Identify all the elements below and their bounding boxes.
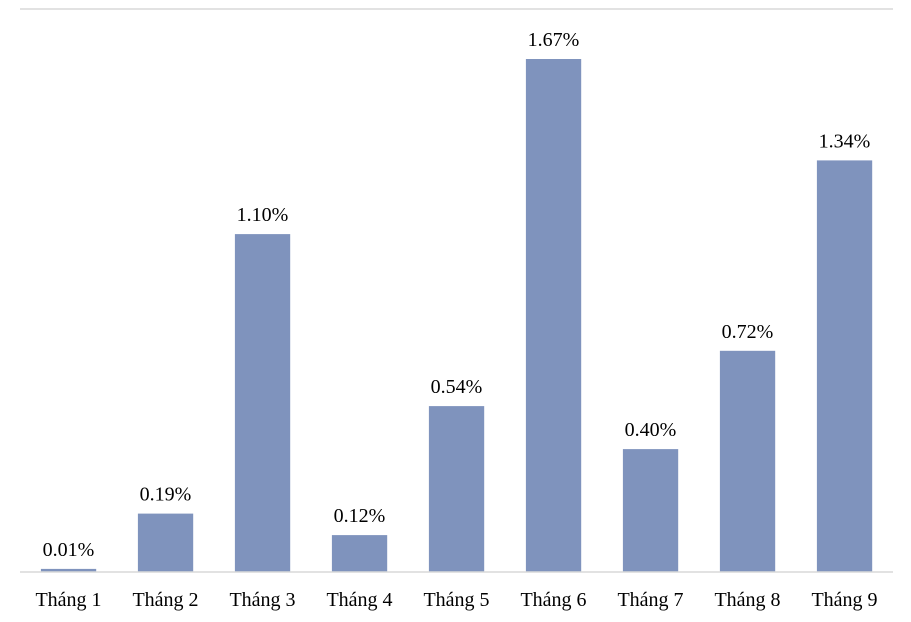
bar-7: [622, 449, 679, 572]
bar-8: [719, 350, 776, 572]
x-tick-label-5: Tháng 5: [423, 589, 489, 611]
x-tick-label-4: Tháng 4: [326, 589, 392, 611]
data-label-3: 1.10%: [237, 204, 289, 226]
x-tick-label-7: Tháng 7: [617, 589, 683, 611]
bar-6: [525, 59, 582, 572]
x-tick-label-1: Tháng 1: [35, 589, 101, 611]
data-label-7: 0.40%: [625, 419, 677, 441]
x-tick-labels-layer: Tháng 1 Tháng 2 Tháng 3 Tháng 4 Tháng 5 Tháng…: [35, 589, 877, 611]
x-tick-label-3: Tháng 3: [229, 589, 295, 611]
x-tick-label-8: Tháng 8: [714, 589, 780, 611]
data-label-1: 0.01%: [43, 539, 95, 561]
x-tick-label-2: Tháng 2: [132, 589, 198, 611]
data-label-2: 0.19%: [140, 484, 192, 506]
data-label-4: 0.12%: [334, 505, 386, 527]
data-label-8: 0.72%: [722, 321, 774, 343]
bar-3: [234, 234, 291, 572]
data-labels-layer: 0.01% 0.19% 1.10% 0.12% 0.54% 1.67% 0.40% 0.72%…: [43, 29, 871, 561]
bar-5: [428, 406, 485, 572]
bar-4: [331, 535, 388, 572]
x-tick-label-6: Tháng 6: [520, 589, 586, 611]
bar-9: [816, 160, 873, 572]
x-tick-label-9: Tháng 9: [811, 589, 877, 611]
data-label-9: 1.34%: [819, 130, 871, 152]
data-label-6: 1.67%: [528, 29, 580, 51]
bar-2: [137, 513, 194, 572]
data-label-5: 0.54%: [431, 376, 483, 398]
bar-1: [40, 568, 97, 572]
bars-layer: [40, 59, 873, 572]
